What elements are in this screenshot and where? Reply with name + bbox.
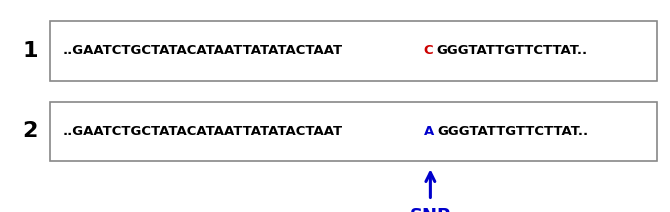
Text: 1: 1 <box>22 41 38 61</box>
Text: GGGTATTGTTCTTAT..: GGGTATTGTTCTTAT.. <box>437 125 588 138</box>
FancyBboxPatch shape <box>50 102 657 161</box>
Text: SNP: SNP <box>410 207 451 212</box>
Text: 2: 2 <box>23 121 38 141</box>
Text: ..GAATCTGCTATACATAATTATATACTAAT: ..GAATCTGCTATACATAATTATATACTAAT <box>62 44 342 57</box>
Text: C: C <box>423 44 433 57</box>
FancyBboxPatch shape <box>50 21 657 81</box>
Text: A: A <box>423 125 434 138</box>
Text: ..GAATCTGCTATACATAATTATATACTAAT: ..GAATCTGCTATACATAATTATATACTAAT <box>62 125 342 138</box>
Text: GGGTATTGTTCTTAT..: GGGTATTGTTCTTAT.. <box>436 44 588 57</box>
